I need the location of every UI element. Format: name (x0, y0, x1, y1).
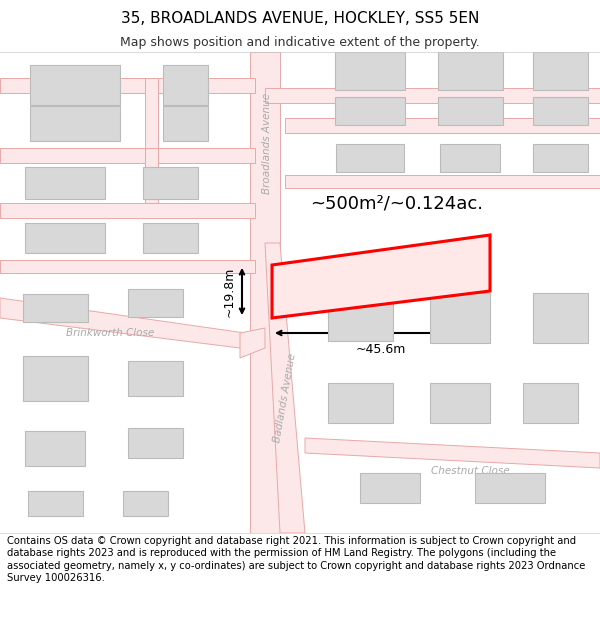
Bar (533, 293, 587, 343)
Bar (533, 97, 587, 125)
Polygon shape (272, 235, 490, 318)
Polygon shape (305, 438, 600, 468)
Bar (437, 52, 503, 90)
Bar (440, 144, 500, 172)
Text: ~45.6m: ~45.6m (356, 343, 406, 356)
Polygon shape (0, 298, 245, 348)
Bar (25, 167, 105, 199)
Text: Contains OS data © Crown copyright and database right 2021. This information is : Contains OS data © Crown copyright and d… (7, 536, 586, 583)
Polygon shape (285, 118, 600, 133)
Bar (533, 144, 587, 172)
Bar (122, 491, 167, 516)
Bar (163, 65, 208, 105)
Text: Broadlands Avenue: Broadlands Avenue (262, 92, 272, 194)
Polygon shape (145, 78, 158, 148)
Text: ~19.8m: ~19.8m (223, 266, 236, 317)
Text: Brinkworth Close: Brinkworth Close (66, 328, 154, 338)
Polygon shape (0, 78, 255, 93)
Text: 35, BROADLANDS AVENUE, HOCKLEY, SS5 5EN: 35, BROADLANDS AVENUE, HOCKLEY, SS5 5EN (121, 11, 479, 26)
Polygon shape (240, 328, 265, 358)
Bar (28, 491, 83, 516)
Bar (163, 106, 208, 141)
Polygon shape (0, 203, 255, 218)
Bar (430, 293, 490, 343)
Polygon shape (145, 148, 158, 203)
Bar (328, 383, 392, 423)
Bar (336, 144, 404, 172)
Text: Chestnut Close: Chestnut Close (431, 466, 509, 476)
Bar (128, 428, 182, 458)
Bar (23, 356, 88, 401)
Bar (25, 223, 105, 253)
Text: 35: 35 (355, 267, 391, 295)
Text: Badlands Avenue: Badlands Avenue (272, 352, 298, 443)
Bar (25, 431, 85, 466)
Polygon shape (0, 260, 255, 273)
Text: ~500m²/~0.124ac.: ~500m²/~0.124ac. (310, 194, 483, 212)
Bar (30, 106, 120, 141)
Bar (437, 97, 503, 125)
Text: Map shows position and indicative extent of the property.: Map shows position and indicative extent… (120, 36, 480, 49)
Polygon shape (250, 52, 280, 533)
Polygon shape (265, 243, 305, 533)
Bar (23, 294, 88, 322)
Bar (533, 52, 587, 90)
Bar (430, 383, 490, 423)
Bar (128, 289, 182, 317)
Bar (335, 97, 405, 125)
Bar (475, 473, 545, 503)
Bar (143, 167, 197, 199)
Bar (360, 473, 420, 503)
Polygon shape (265, 88, 600, 103)
Bar (328, 286, 392, 341)
Bar (30, 65, 120, 105)
Bar (143, 223, 197, 253)
Bar (335, 52, 405, 90)
Polygon shape (0, 148, 255, 163)
Polygon shape (285, 175, 600, 188)
Bar (128, 361, 182, 396)
Bar (523, 383, 577, 423)
